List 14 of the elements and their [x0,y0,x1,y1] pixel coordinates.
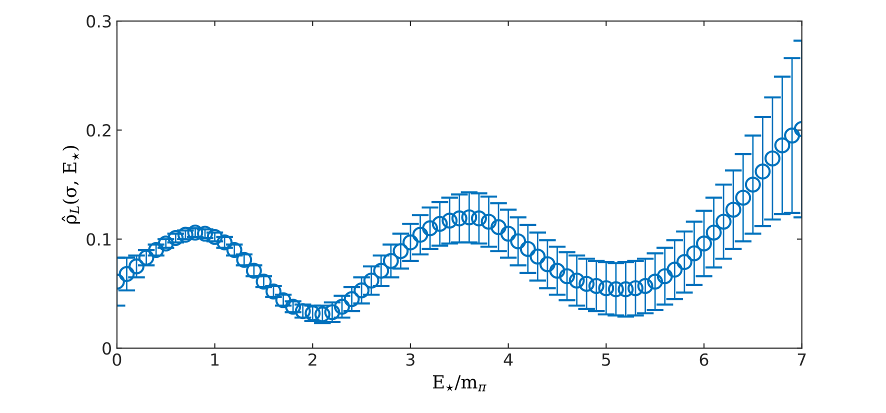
y-tick-label: 0.1 [86,233,111,246]
x-tick-label: 0 [112,353,122,366]
x-axis-title: E$_{⋆}$/m$_{π}$ [432,375,486,392]
x-tick-label: 3 [406,353,414,366]
y-tick-label: 0.3 [86,15,111,28]
x-tick-label: 4 [504,354,513,366]
x-tick-label: 6 [700,353,708,366]
y-tick-label: 0.2 [86,124,110,137]
x-tick-label: 1 [211,354,219,366]
y-axis-title: ρ̂$_{L}$(σ, E$_{⋆}$) [62,146,80,224]
x-tick-label: 7 [798,354,806,366]
x-tick-label: 5 [602,354,610,366]
y-tick-label: 0 [102,342,111,355]
x-tick-label: 2 [308,353,316,366]
